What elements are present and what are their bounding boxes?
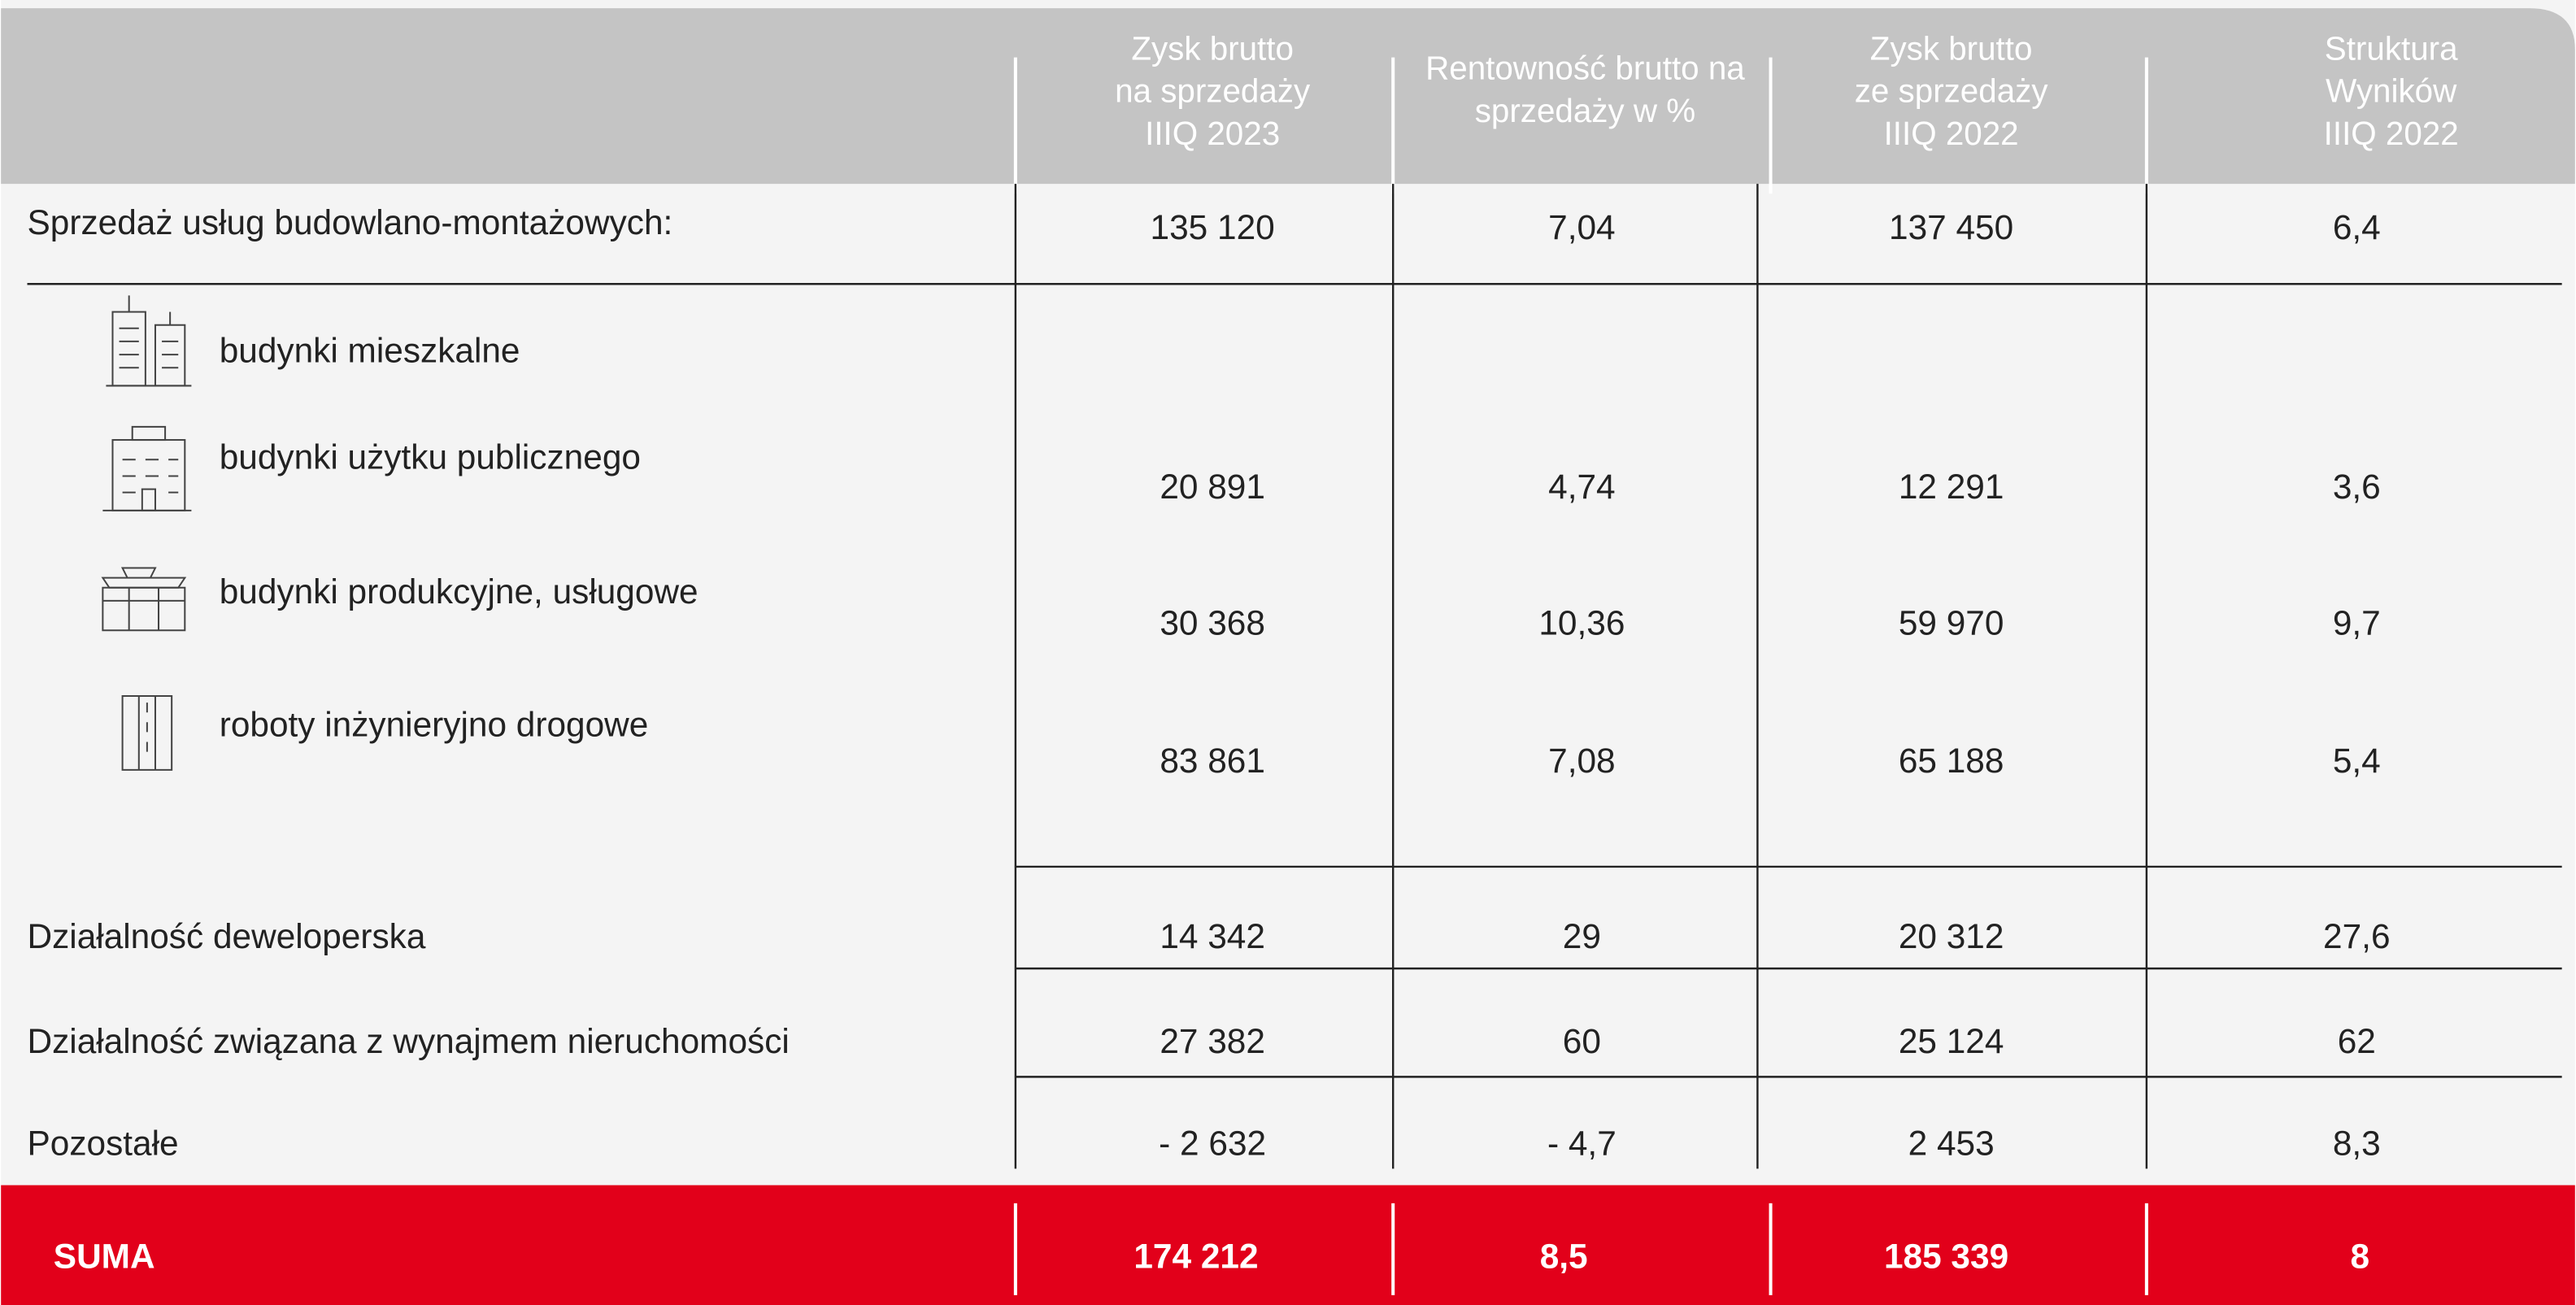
icon-residential — [106, 295, 192, 387]
cell: 135 120 — [1151, 208, 1275, 246]
cell: 30 368 — [1160, 603, 1265, 642]
cell: 9,7 — [2333, 603, 2381, 642]
row-label: Pozostałe — [28, 1124, 179, 1162]
cell: 29 — [1563, 917, 1601, 955]
row-label: Działalność związana z wynajmem nierucho… — [28, 1022, 790, 1060]
header-cell: Rentowność brutto na — [1425, 49, 1745, 86]
sub-row-label: budynki mieszkalne — [220, 331, 520, 369]
total-cell: 8 — [2351, 1238, 2370, 1276]
sub-row-label: roboty inżynieryjno drogowe — [220, 706, 649, 744]
header-cell: Struktura — [2325, 29, 2458, 67]
cell: 2 453 — [1908, 1124, 1995, 1162]
cell: 4,74 — [1548, 468, 1615, 506]
cell: 5,4 — [2333, 742, 2381, 780]
icon-public — [102, 425, 192, 511]
cell: 27,6 — [2323, 917, 2390, 955]
cell: 60 — [1563, 1022, 1601, 1060]
row-label: Działalność deweloperska — [28, 917, 426, 955]
header-band — [1, 8, 2575, 185]
total-label: SUMA — [54, 1238, 155, 1276]
header-cell: ze sprzedaży — [1855, 72, 2049, 110]
cell: 12 291 — [1899, 468, 2004, 506]
cell: 62 — [2338, 1022, 2376, 1060]
cell: 25 124 — [1899, 1022, 2004, 1060]
cell: 83 861 — [1160, 742, 1265, 780]
cell: 20 312 — [1899, 917, 2004, 955]
total-cell: 185 339 — [1884, 1238, 2008, 1276]
cell: 59 970 — [1899, 603, 2004, 642]
cell: 6,4 — [2333, 208, 2381, 246]
cell: 7,08 — [1548, 742, 1615, 780]
cell: 14 342 — [1160, 917, 1265, 955]
cell: - 2 632 — [1159, 1124, 1266, 1162]
header-cell: Zysk brutto — [1870, 29, 2033, 67]
cell: 20 891 — [1160, 468, 1265, 506]
header-cell: na sprzedaży — [1115, 72, 1311, 110]
icon-production — [101, 567, 187, 632]
header-dividers — [1013, 57, 2148, 1295]
cell: 65 188 — [1899, 742, 2004, 780]
header-cell: Wyników — [2326, 72, 2457, 110]
icon-road — [121, 694, 173, 771]
cell: 27 382 — [1160, 1022, 1265, 1060]
grid — [27, 184, 2562, 1169]
sub-row-label: budynki użytku publicznego — [220, 437, 641, 476]
header-cell: IIIQ 2022 — [2324, 115, 2459, 152]
cell: 7,04 — [1548, 208, 1615, 246]
cell: - 4,7 — [1547, 1124, 1617, 1162]
total-cell: 8,5 — [1540, 1238, 1588, 1276]
cell: 3,6 — [2333, 468, 2381, 506]
cell: 137 450 — [1889, 208, 2013, 246]
header-cell: IIIQ 2022 — [1884, 115, 2019, 152]
header-cell: sprzedaży w % — [1475, 92, 1695, 129]
sub-row-label: budynki produkcyjne, usługowe — [220, 572, 698, 611]
total-band — [1, 1185, 2575, 1305]
header-cell: IIIQ 2023 — [1145, 115, 1280, 152]
cell: 8,3 — [2333, 1124, 2381, 1162]
row-label: Sprzedaż usług budowlano-montażowych: — [28, 203, 673, 241]
header-cell: Zysk brutto — [1131, 29, 1294, 67]
total-cell: 174 212 — [1134, 1238, 1258, 1276]
cell: 10,36 — [1538, 603, 1625, 642]
